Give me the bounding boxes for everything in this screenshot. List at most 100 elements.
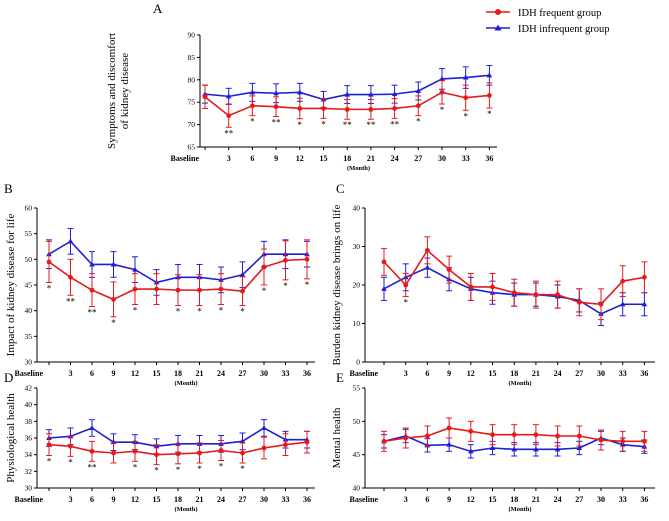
y-axis-title-c: Burden kidney disease brings on life [331, 204, 343, 365]
y-tick-label-b: 60 [25, 204, 33, 213]
data-point-frequent-d [261, 445, 267, 451]
y-tick-label-c: 30 [353, 242, 361, 251]
y-tick-label-b: 50 [25, 255, 33, 264]
significance-mark-a: * [250, 117, 255, 127]
y-tick-label-b: 40 [25, 306, 33, 315]
x-tick-label-e: 36 [640, 495, 648, 504]
x-tick-label-c: 9 [447, 369, 451, 378]
data-point-frequent-d [89, 448, 95, 454]
significance-mark-b: * [176, 307, 181, 317]
data-point-frequent-d [46, 442, 52, 448]
y-tick-label-e: 55 [353, 384, 361, 393]
panel-label-e: E [336, 370, 344, 385]
legend: IDH frequent group IDH infrequent group [486, 8, 610, 35]
x-tick-label-c: 6 [425, 369, 429, 378]
x-tick-label-b: 3 [69, 369, 73, 378]
x-tick-label-c: 30 [597, 369, 605, 378]
x-tick-label-e: 24 [554, 495, 562, 504]
significance-mark-a: * [298, 120, 303, 130]
data-point-infrequent-a [486, 72, 493, 78]
data-point-frequent-b [175, 287, 181, 293]
data-point-frequent-e [620, 438, 626, 444]
data-point-infrequent-e [446, 441, 452, 447]
x-axis-title-b: (Month) [174, 380, 197, 387]
significance-mark-d: * [197, 464, 202, 474]
x-tick-label-e: 18 [510, 495, 518, 504]
x-tick-label-e: 9 [447, 495, 451, 504]
x-tick-label-a: Baseline [171, 154, 200, 163]
data-point-frequent-a [487, 93, 492, 98]
significance-mark-a: * [440, 105, 445, 115]
data-point-frequent-c [381, 259, 387, 265]
x-tick-label-b: 12 [131, 369, 139, 378]
x-tick-label-a: 9 [274, 154, 278, 163]
significance-mark-d: * [154, 466, 159, 476]
data-point-infrequent-e [489, 445, 496, 450]
data-point-frequent-c [425, 247, 430, 253]
data-point-infrequent-c [641, 301, 648, 307]
data-point-frequent-a [463, 95, 469, 101]
series-frequent-a [202, 80, 493, 128]
x-tick-label-d: 27 [239, 495, 247, 504]
data-point-infrequent-b [67, 238, 74, 244]
data-point-frequent-c [511, 290, 517, 296]
data-point-infrequent-a [391, 91, 398, 97]
data-point-frequent-d [283, 442, 288, 448]
series-frequent-b [46, 239, 310, 318]
series-frequent-c [381, 236, 648, 321]
significance-mark-a: ** [224, 128, 234, 138]
x-tick-label-c: 33 [619, 369, 627, 378]
data-point-frequent-e [403, 435, 409, 441]
data-point-frequent-c [620, 278, 626, 284]
y-tick-label-e: 50 [353, 417, 361, 426]
x-tick-label-b: 9 [112, 369, 116, 378]
data-point-frequent-d [132, 448, 138, 454]
data-point-infrequent-c [424, 264, 431, 270]
data-point-infrequent-d [261, 425, 267, 430]
significance-mark-d: * [176, 465, 181, 475]
significance-mark-b: * [305, 280, 310, 290]
data-point-infrequent-c [619, 301, 626, 307]
panel-label-a: A [153, 1, 163, 16]
significance-mark-a: * [487, 109, 492, 119]
data-point-frequent-a [226, 113, 232, 119]
y-tick-label-b: 30 [25, 358, 33, 367]
data-point-infrequent-c [381, 285, 387, 291]
series-frequent-d [46, 430, 310, 466]
x-axis-title-e: (Month) [508, 506, 531, 513]
y-tick-label-c: 0 [356, 358, 360, 367]
y-tick-label-a: 65 [188, 143, 196, 152]
y-axis-title-b: Impact of kidney disease for life [5, 214, 17, 357]
x-tick-label-e: 6 [425, 495, 429, 504]
data-point-frequent-a [392, 106, 397, 111]
x-tick-label-b: 15 [153, 369, 161, 378]
data-point-frequent-d [197, 450, 202, 456]
data-point-frequent-e [446, 425, 452, 431]
data-point-frequent-a [415, 103, 421, 109]
data-point-frequent-c [576, 299, 582, 305]
data-point-frequent-e [533, 432, 539, 438]
y-tick-label-b: 35 [25, 332, 33, 341]
data-point-infrequent-b [110, 261, 117, 267]
x-tick-label-a: 12 [296, 154, 304, 163]
data-point-frequent-b [197, 287, 202, 293]
data-point-frequent-d [304, 439, 310, 445]
x-tick-label-d: 24 [217, 495, 225, 504]
x-tick-label-c: 3 [404, 369, 408, 378]
significance-mark-c: * [403, 298, 408, 308]
data-point-frequent-d [111, 450, 116, 456]
data-point-infrequent-a [462, 74, 469, 80]
data-point-infrequent-a [273, 90, 279, 96]
x-tick-label-a: 27 [414, 154, 422, 163]
data-point-frequent-a [321, 106, 326, 111]
data-point-infrequent-e [511, 446, 517, 452]
data-point-infrequent-b [89, 261, 95, 267]
data-point-frequent-e [381, 438, 387, 444]
y-tick-label-d: 30 [25, 484, 33, 493]
data-point-frequent-b [240, 288, 245, 294]
legend-label-infrequent: IDH infrequent group [518, 24, 610, 35]
